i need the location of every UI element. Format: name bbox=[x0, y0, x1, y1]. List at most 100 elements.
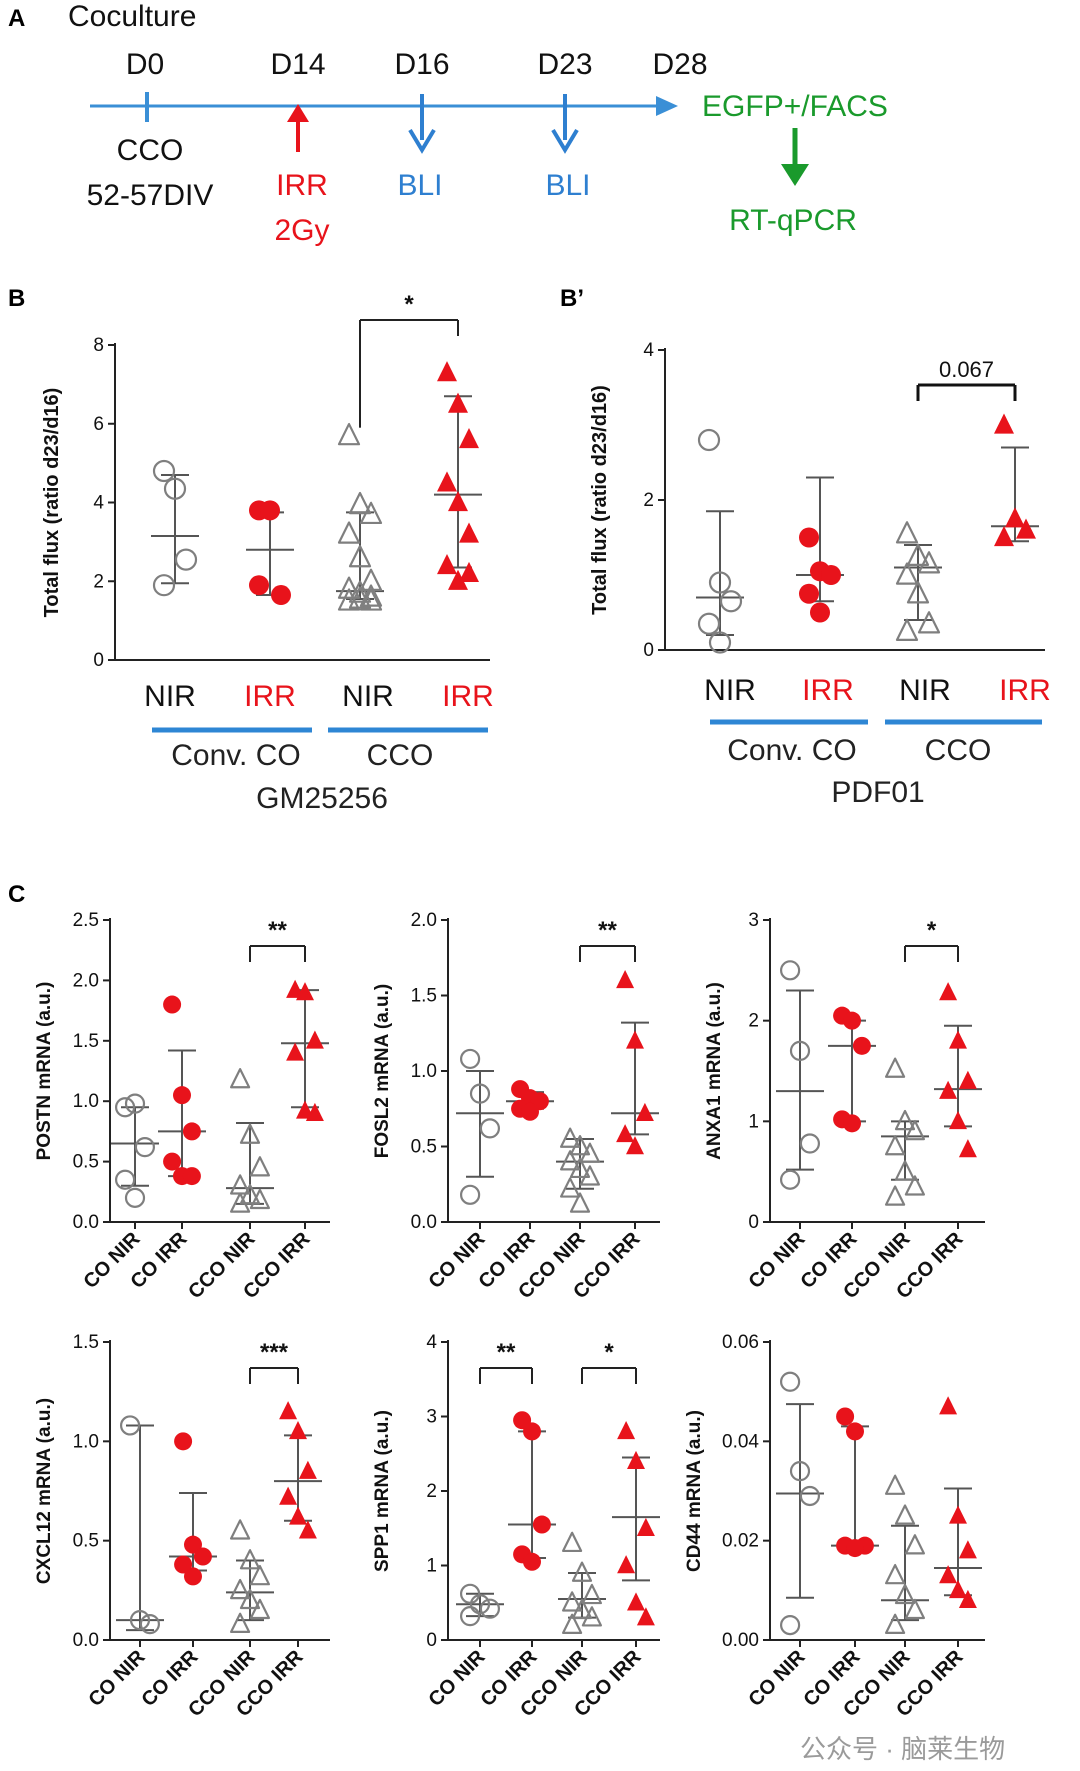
data-point bbox=[479, 1118, 500, 1139]
y-tick-label: 0.0 bbox=[411, 1212, 437, 1233]
y-tick-label: 1.5 bbox=[411, 986, 437, 1007]
data-point bbox=[459, 561, 479, 582]
data-point bbox=[359, 584, 383, 607]
data-point bbox=[561, 1531, 583, 1553]
data-point bbox=[124, 1093, 146, 1114]
y-tick-label: 0.5 bbox=[73, 1531, 99, 1552]
data-point bbox=[298, 1460, 317, 1479]
data-point bbox=[904, 1598, 926, 1620]
data-point bbox=[579, 1142, 601, 1163]
y-axis-label: POSTN mRNA (a.u.) bbox=[34, 982, 55, 1161]
data-point bbox=[348, 545, 372, 568]
data-point bbox=[289, 1506, 307, 1525]
data-point bbox=[337, 422, 361, 446]
data-point bbox=[448, 392, 468, 413]
x-category-label: CO NIR bbox=[84, 1646, 149, 1711]
data-point bbox=[296, 982, 314, 1001]
b-category-label: NIR bbox=[342, 680, 394, 713]
data-point bbox=[810, 602, 830, 623]
data-point bbox=[239, 1549, 261, 1570]
data-point bbox=[904, 1119, 926, 1141]
data-point bbox=[958, 1589, 977, 1609]
y-tick-label: 1.0 bbox=[411, 1061, 437, 1082]
significance-label: *** bbox=[260, 1339, 289, 1366]
data-point bbox=[521, 1102, 539, 1121]
data-point bbox=[799, 583, 819, 604]
data-point bbox=[134, 1137, 155, 1158]
day-label-d16: D16 bbox=[394, 48, 449, 81]
day-label-d14: D14 bbox=[270, 48, 325, 81]
significance-label: ** bbox=[497, 1339, 516, 1366]
data-point bbox=[994, 526, 1014, 547]
x-category-label: CO NIR bbox=[744, 1646, 809, 1711]
data-point bbox=[949, 1579, 967, 1599]
y-tick-label: 2.5 bbox=[73, 910, 99, 931]
y-tick-label: 1.0 bbox=[73, 1091, 99, 1112]
y-tick-label: 2.0 bbox=[411, 910, 437, 931]
y-tick-label: 2 bbox=[93, 571, 104, 592]
data-point bbox=[479, 1598, 500, 1619]
data-point bbox=[230, 1068, 251, 1089]
data-point bbox=[939, 1396, 958, 1415]
data-point bbox=[305, 1102, 324, 1122]
irr-dose-label: 2Gy bbox=[274, 214, 329, 247]
data-point bbox=[627, 1450, 645, 1469]
data-point bbox=[958, 1070, 977, 1089]
data-point bbox=[152, 574, 176, 597]
data-point bbox=[626, 1030, 644, 1049]
data-point bbox=[958, 1139, 977, 1158]
b2-category-label: IRR bbox=[999, 674, 1051, 707]
data-point bbox=[697, 612, 721, 635]
data-point bbox=[182, 1122, 201, 1141]
data-point bbox=[559, 1177, 581, 1198]
data-point bbox=[917, 611, 941, 634]
data-point bbox=[239, 1588, 261, 1610]
data-point bbox=[279, 1401, 298, 1420]
data-point bbox=[894, 1583, 916, 1605]
y-tick-label: 1 bbox=[426, 1556, 437, 1577]
y-tick-label: 0 bbox=[426, 1630, 437, 1651]
data-point bbox=[581, 1583, 603, 1605]
data-point bbox=[617, 1421, 636, 1440]
data-point bbox=[120, 1415, 141, 1436]
data-point bbox=[469, 1083, 491, 1104]
b2-cell-line-label: PDF01 bbox=[831, 776, 924, 809]
data-point bbox=[163, 1152, 182, 1171]
b-group-label-cco: CCO bbox=[367, 739, 434, 772]
data-point bbox=[561, 1591, 583, 1612]
bli-arrow-icon-d23 bbox=[551, 94, 579, 154]
data-point bbox=[884, 1563, 906, 1585]
data-point bbox=[129, 1610, 151, 1631]
data-point bbox=[789, 1461, 811, 1482]
day-label-d23: D23 bbox=[537, 48, 592, 81]
data-point bbox=[894, 1109, 916, 1131]
y-tick-label: 6 bbox=[93, 414, 104, 435]
b-category-label: NIR bbox=[144, 680, 196, 713]
y-tick-label: 2 bbox=[748, 1011, 759, 1032]
data-point bbox=[437, 471, 457, 492]
data-point bbox=[460, 1184, 481, 1205]
data-point bbox=[846, 1422, 864, 1441]
data-point bbox=[906, 543, 930, 566]
y-tick-label: 1 bbox=[748, 1111, 759, 1132]
significance-label: ** bbox=[598, 917, 617, 944]
y-tick-label: 0.06 bbox=[722, 1332, 759, 1353]
data-point bbox=[846, 1539, 864, 1558]
data-point bbox=[271, 585, 291, 606]
data-point bbox=[249, 1188, 270, 1210]
data-point bbox=[286, 1042, 305, 1061]
y-tick-label: 0.04 bbox=[722, 1431, 759, 1452]
data-point bbox=[230, 1519, 251, 1540]
data-point bbox=[906, 581, 930, 604]
data-point bbox=[884, 1613, 906, 1634]
data-point bbox=[348, 586, 372, 609]
data-point bbox=[193, 1547, 212, 1566]
data-point bbox=[239, 1123, 261, 1144]
y-tick-label: 1.5 bbox=[73, 1332, 99, 1353]
x-category-label: CO NIR bbox=[424, 1646, 489, 1711]
timeline-axis bbox=[90, 92, 678, 122]
y-tick-label: 0.02 bbox=[722, 1531, 759, 1552]
